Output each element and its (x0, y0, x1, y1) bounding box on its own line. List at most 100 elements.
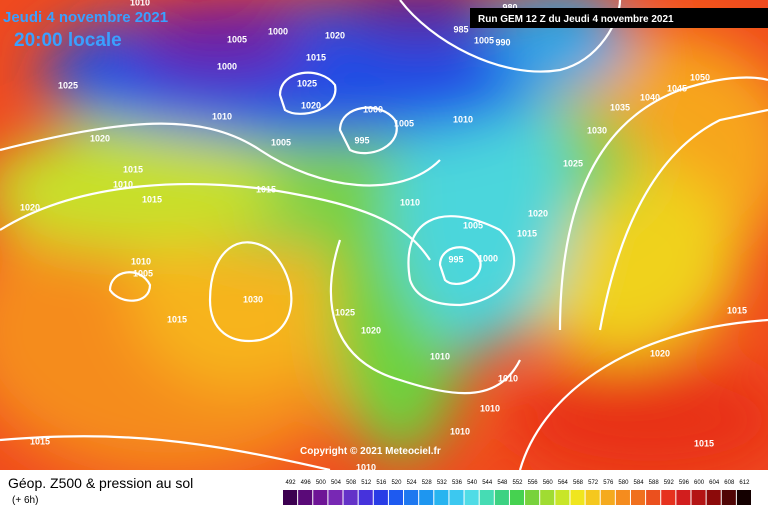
isobar-label: 1010 (400, 197, 420, 207)
isobar-label: 1005 (227, 34, 247, 44)
isobar-label: 1010 (453, 114, 473, 124)
isobar-label: 1025 (58, 80, 78, 90)
isobar-label: 1020 (90, 133, 110, 143)
isobar-label: 1005 (394, 118, 414, 128)
isobar (598, 108, 768, 331)
time: 20:00 locale (14, 30, 122, 51)
isobar-label: 1025 (335, 307, 355, 317)
isobar-label: 1010 (113, 179, 133, 189)
scale-label: 500 (316, 480, 327, 486)
scale-swatch (600, 490, 615, 505)
scale-label: 572 (588, 480, 599, 486)
isobar-label: 1050 (690, 72, 710, 82)
isobar-label: 1015 (517, 228, 537, 238)
isobar-label: 1015 (694, 438, 714, 448)
scale-swatch (706, 490, 721, 505)
scale-label: 548 (497, 480, 508, 486)
isobar-label: 1035 (610, 102, 630, 112)
isobar (108, 271, 152, 302)
scale-swatch (328, 490, 343, 505)
isobar-label: 1015 (167, 314, 187, 324)
isobar-label: 1025 (297, 78, 317, 88)
isobar-label: 1005 (463, 220, 483, 230)
scale-swatch (388, 490, 404, 505)
scale-swatch (313, 490, 328, 505)
isobar (0, 122, 441, 187)
scale-label: 520 (391, 480, 402, 486)
isobar (208, 241, 293, 343)
scale-swatch (404, 490, 419, 505)
isobar-label: 1020 (325, 30, 345, 40)
scale-swatch (464, 490, 479, 505)
isobar-label: 1005 (133, 268, 153, 278)
scale-label: 496 (301, 480, 312, 486)
scale-swatch (509, 490, 525, 505)
scale-label: 532 (437, 480, 448, 486)
scale-label: 556 (528, 480, 539, 486)
scale-label: 588 (649, 480, 660, 486)
isobar-label: 1020 (20, 202, 40, 212)
isobar-label: 1010 (212, 111, 232, 121)
isobar (407, 215, 516, 307)
isobar-label: 985 (453, 24, 468, 34)
isobar (329, 239, 521, 395)
scale-label: 564 (558, 480, 569, 486)
isobar (518, 318, 768, 470)
isobar-label: 1000 (478, 253, 498, 263)
isobar-label: 995 (448, 254, 463, 264)
isobar-label: 1015 (123, 164, 143, 174)
isobar-label: 1010 (356, 462, 376, 472)
isobar-label: 1020 (528, 208, 548, 218)
scale-swatch (434, 490, 449, 505)
scale-swatch (343, 490, 358, 505)
scale-swatch (736, 490, 751, 505)
isobar-label: 1010 (450, 426, 470, 436)
isobar-label: 1010 (498, 373, 518, 383)
scale-swatch (525, 490, 540, 505)
scale-swatch (540, 490, 555, 505)
isobar-label: 1030 (243, 294, 263, 304)
scale-label: 544 (482, 480, 493, 486)
copyright: Copyright © 2021 Meteociel.fr (300, 446, 441, 457)
scale-swatch (555, 490, 570, 505)
isobar-label: 1040 (640, 92, 660, 102)
scale-swatch (419, 490, 434, 505)
run: Run GEM 12 Z du Jeudi 4 novembre 2021 (478, 14, 674, 25)
isobar (278, 71, 337, 115)
scale-label: 492 (286, 480, 297, 486)
isobar-label: 1010 (130, 0, 150, 7)
scale-swatch (373, 490, 388, 505)
scale-swatch (570, 490, 585, 505)
scale-swatch (691, 490, 706, 505)
isobar-label: 1005 (271, 137, 291, 147)
scale-label: 580 (618, 480, 629, 486)
scale-label: 596 (679, 480, 690, 486)
scale-label: 568 (573, 480, 584, 486)
isobar (338, 106, 398, 155)
isobar-label: 1015 (306, 52, 326, 62)
scale-swatch (721, 490, 736, 505)
scale-label: 528 (422, 480, 433, 486)
isobar-label: 1020 (650, 348, 670, 358)
scale-swatch (646, 490, 661, 505)
scale-label: 600 (694, 480, 705, 486)
isobar-label: 990 (495, 37, 510, 47)
isobar (558, 76, 768, 331)
isobar-label: 1045 (667, 83, 687, 93)
isobar-label: 1015 (256, 184, 276, 194)
isobar-label: 1005 (474, 35, 494, 45)
map: 1010 1005 1000 1020 1000 1015 1025 1020 1025 1010… (0, 0, 768, 472)
scale-label: 552 (512, 480, 523, 486)
isobar-label: 1015 (142, 194, 162, 204)
isobar-label: 980 (502, 2, 517, 12)
isobar-label: 1015 (727, 305, 747, 315)
run-banner (470, 8, 768, 28)
scale-label: 508 (346, 480, 357, 486)
scale-label: 512 (361, 480, 372, 486)
isobar (438, 246, 482, 285)
scale-label: 608 (724, 480, 735, 486)
isobar-label: 1020 (361, 325, 381, 335)
isobar-label: 1000 (217, 61, 237, 71)
scale-label: 612 (739, 480, 750, 486)
scale-swatch (661, 490, 676, 505)
